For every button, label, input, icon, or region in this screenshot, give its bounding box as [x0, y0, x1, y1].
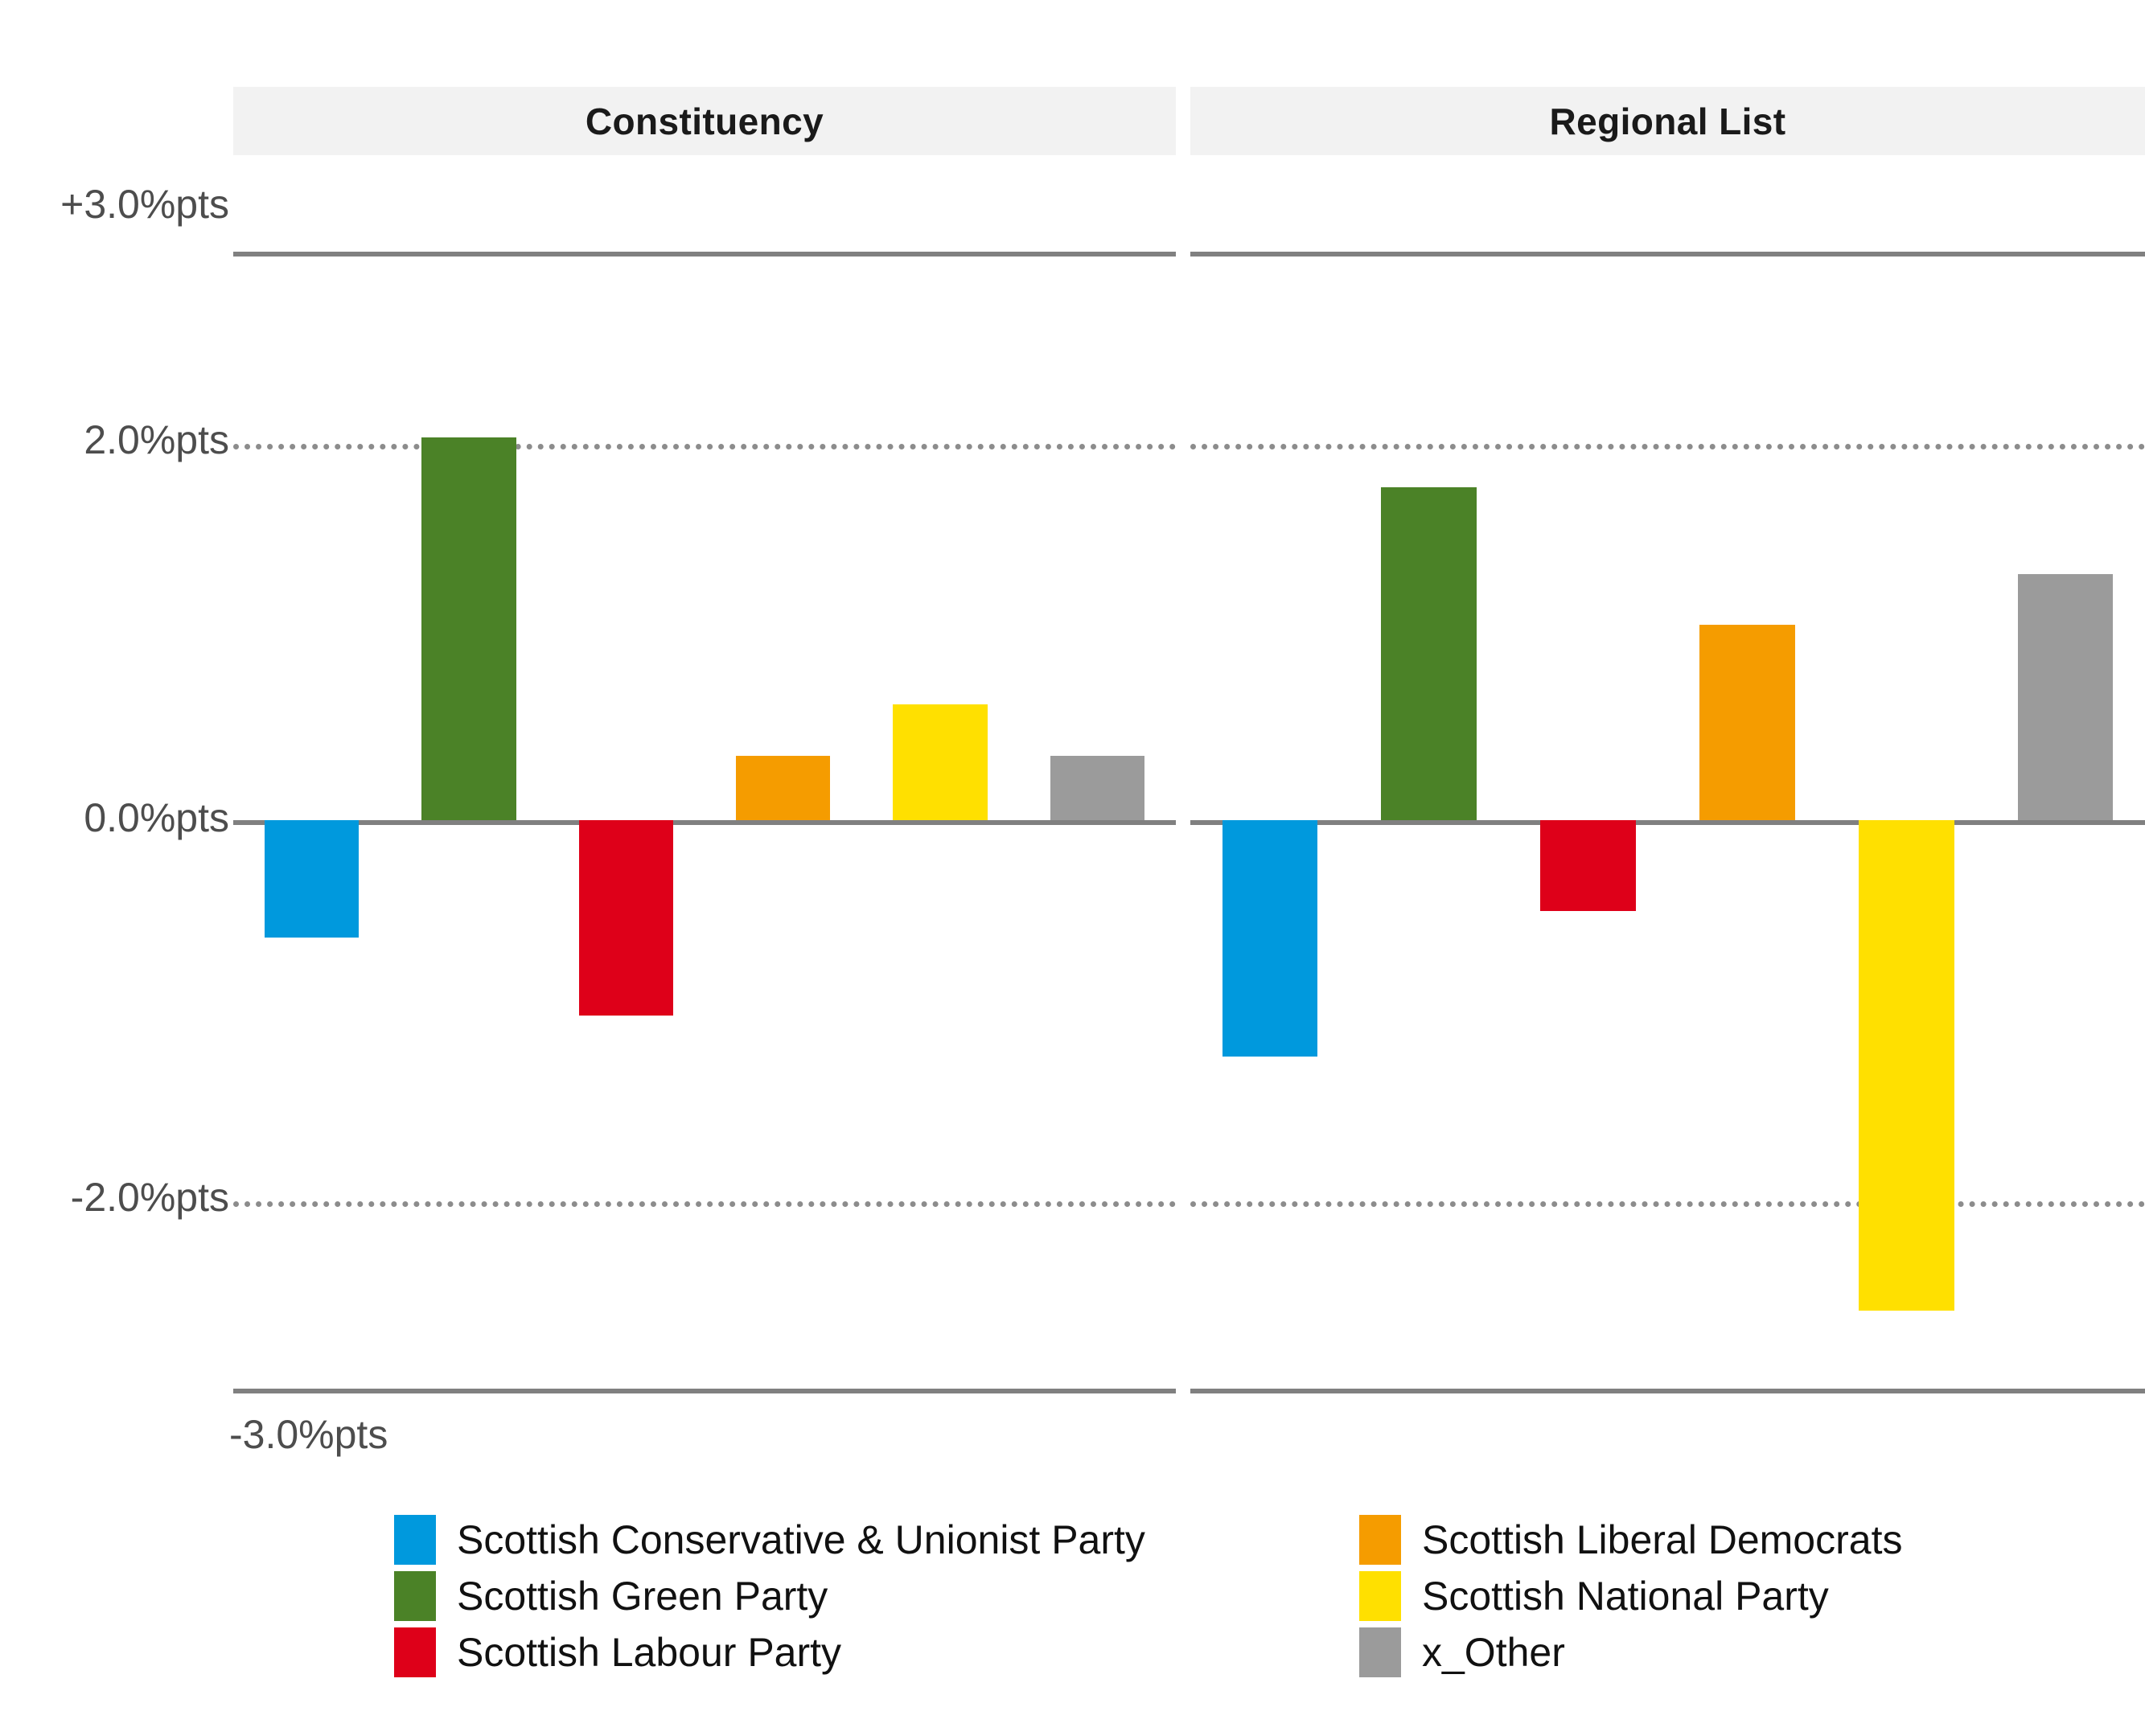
bar-regional-list-x-other[interactable]: [2017, 573, 2114, 820]
constituency-gridline-2: [233, 444, 1176, 449]
regional-bottom-bound-line: [1190, 1389, 2145, 1393]
bar-constituency-scottish-labour-party[interactable]: [578, 820, 673, 1016]
bar-constituency-scottish-green-party[interactable]: [421, 437, 516, 820]
legend-label: Scottish Liberal Democrats: [1422, 1517, 1903, 1562]
legend-swatch-icon: [394, 1515, 436, 1565]
ytick-label-plus3: +3.0%pts: [60, 182, 229, 227]
regional-zero-line: [1190, 820, 2145, 825]
panel-header-regional-list: Regional List: [1190, 87, 2145, 155]
chart-legend: Scottish Conservative & Unionist Party S…: [394, 1512, 2083, 1681]
bar-constituency-x-other[interactable]: [1050, 755, 1144, 820]
regional-gridline-2: [1190, 444, 2145, 449]
constituency-zero-line: [233, 820, 1176, 825]
legend-label: x_Other: [1422, 1630, 1565, 1675]
legend-label: Scottish Conservative & Unionist Party: [457, 1517, 1145, 1562]
legend-item-scottish-national-party[interactable]: Scottish National Party: [1359, 1568, 2145, 1624]
bar-constituency-scottish-conservative-unionist-party[interactable]: [265, 820, 360, 938]
constituency-gridline-neg2: [233, 1201, 1176, 1207]
legend-swatch-icon: [1359, 1571, 1401, 1621]
bar-regional-list-scottish-conservative-unionist-party[interactable]: [1222, 820, 1318, 1057]
ytick-label-neg3: -3.0%pts: [229, 1412, 388, 1457]
regional-top-bound-line: [1190, 252, 2145, 257]
bar-constituency-scottish-national-party[interactable]: [893, 704, 988, 820]
panel-title-constituency: Constituency: [585, 100, 824, 142]
regional-gridline-neg2: [1190, 1201, 2145, 1207]
ytick-label-0: 0.0%pts: [84, 795, 229, 840]
ytick-label-neg2: -2.0%pts: [70, 1175, 229, 1220]
panel-header-row: Constituency Regional List: [0, 0, 2145, 155]
legend-label: Scottish Green Party: [457, 1574, 828, 1619]
legend-item-scottish-green-party[interactable]: Scottish Green Party: [394, 1568, 1359, 1624]
panel-title-regional-list: Regional List: [1549, 100, 1786, 142]
legend-swatch-icon: [1359, 1515, 1401, 1565]
bar-constituency-scottish-liberal-democrats[interactable]: [736, 755, 831, 820]
legend-swatch-icon: [1359, 1627, 1401, 1677]
constituency-bottom-bound-line: [233, 1389, 1176, 1393]
legend-label: Scottish National Party: [1422, 1574, 1829, 1619]
legend-item-scottish-conservative-unionist-party[interactable]: Scottish Conservative & Unionist Party: [394, 1512, 1359, 1568]
legend-item-scottish-liberal-democrats[interactable]: Scottish Liberal Democrats: [1359, 1512, 2145, 1568]
bar-regional-list-scottish-national-party[interactable]: [1858, 820, 1954, 1311]
legend-item-x-other[interactable]: x_Other: [1359, 1624, 2145, 1681]
panel-header-constituency: Constituency: [233, 87, 1176, 155]
bar-regional-list-scottish-green-party[interactable]: [1381, 486, 1477, 820]
legend-label: Scottish Labour Party: [457, 1630, 842, 1675]
ytick-label-2: 2.0%pts: [84, 417, 229, 462]
bar-regional-list-scottish-labour-party[interactable]: [1540, 820, 1636, 912]
legend-swatch-icon: [394, 1627, 436, 1677]
constituency-top-bound-line: [233, 252, 1176, 257]
legend-item-scottish-labour-party[interactable]: Scottish Labour Party: [394, 1624, 1359, 1681]
legend-swatch-icon: [394, 1571, 436, 1621]
bar-regional-list-scottish-liberal-democrats[interactable]: [1699, 625, 1795, 820]
